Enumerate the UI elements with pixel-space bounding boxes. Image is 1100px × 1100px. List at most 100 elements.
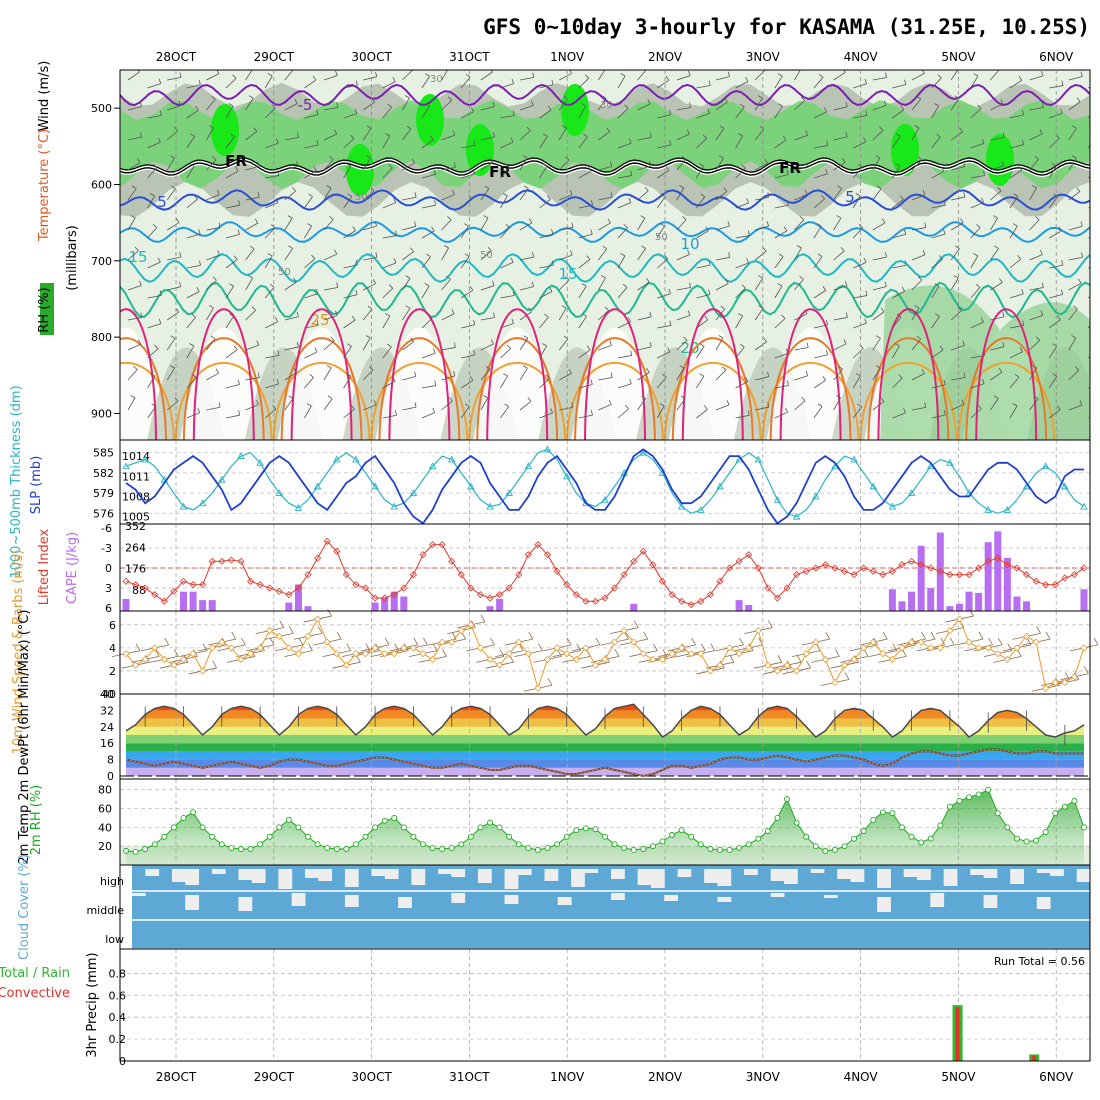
wind-barb [127,312,143,321]
lifted-index-point [381,594,389,602]
wind-speed-point [132,661,140,669]
temp-tick: 40 [100,688,114,701]
lifted-index-point [687,601,695,609]
wind-barb [127,280,142,291]
dry-column [179,327,268,440]
wind-barb [637,160,652,171]
cloud-gap [477,869,492,883]
wind-barb [362,97,376,111]
wind-barb [970,197,984,209]
thickness-point [179,502,188,510]
wind-barb [872,185,882,201]
diurnal-temperature-arch [175,361,273,440]
cape-bar [381,597,389,611]
wind-speed-point [505,650,513,658]
thickness-point [505,489,513,497]
wind-barb [813,253,823,269]
cape-bar [122,598,130,611]
wind-barb [794,370,809,381]
wind-speed-point [170,661,178,669]
lifted-index-point [697,597,705,605]
thickness-point [1041,462,1050,470]
wind-barb [676,249,690,261]
rh-point [544,845,551,852]
wind-barb [421,226,435,239]
cloud-gap [877,897,891,912]
wind-barb [500,78,515,89]
wind-barb [127,70,140,81]
rh-point [477,824,484,831]
wind-barb [970,317,984,329]
temperature-band [126,759,1084,768]
wind-barb [853,257,867,269]
wind-barb [441,216,452,231]
diurnal-temperature-arch [468,361,566,440]
lifted-index-line [125,540,1085,606]
thickness-point [754,455,763,463]
thickness-point [1003,505,1012,513]
wind-barb [382,103,392,119]
wind-barb [617,73,626,89]
rh-point [534,846,541,853]
wind-barb [1029,365,1038,381]
wind-barb [872,335,881,351]
wind-barb [735,410,750,419]
wind-barb [363,278,376,291]
wind-barb [911,305,920,321]
temperature-band [126,735,1084,744]
rh-tick: 60 [98,803,112,816]
wind-speed-point [543,655,552,663]
wind-barb [598,95,607,111]
wind-barb [676,395,686,411]
wind-barb [656,403,665,419]
rh-point [659,838,666,845]
wind-barb [853,110,868,119]
wind-speed-point [869,638,877,646]
cape-bar [486,606,494,611]
rh-point [228,845,235,852]
wind-barb [931,410,946,419]
wind-speed-point [812,638,820,646]
wind-barb [421,380,437,389]
cloud-gap [1010,869,1024,884]
wind-barb [715,221,730,231]
wind-barb [598,218,611,231]
wind-barb [304,140,319,149]
wind-speed-point [1022,632,1031,640]
wind-barb [519,252,535,261]
wind-barb [382,376,396,389]
wind-barb [323,249,338,261]
wind-barb [304,109,319,119]
diurnal-temperature-arch [681,308,744,440]
wind-barb [813,223,822,239]
wind-barb [754,70,766,81]
cape-bar [927,588,935,611]
wind-barb [715,366,727,381]
wind-barb [480,215,489,231]
wind-barb [441,370,456,381]
wind-speed-point [304,632,312,640]
cape-bar [199,600,207,611]
cape-bar [955,603,963,611]
wind-barb [735,133,743,149]
wind-barb [225,229,240,239]
wind-barb [754,247,767,261]
thickness-point [122,462,130,470]
wind-speed-point [927,644,935,652]
wind-barb [460,285,474,299]
wind-barb [421,407,436,419]
wind-barb [774,226,788,239]
date-label-bottom: 3NOV [746,1070,781,1084]
diurnal-temperature-arch [859,361,958,440]
contour-label: 15 [128,248,147,266]
wind-barb [617,104,629,119]
wind-barb [264,73,273,89]
wind-barb [970,138,985,149]
thickness-point [716,482,724,490]
wind-barb [598,245,608,261]
rh-point [879,809,886,816]
wind-barb [1068,221,1083,231]
thickness-point [333,455,341,463]
wind-barb [225,103,234,119]
wind-speed-point [745,644,753,652]
